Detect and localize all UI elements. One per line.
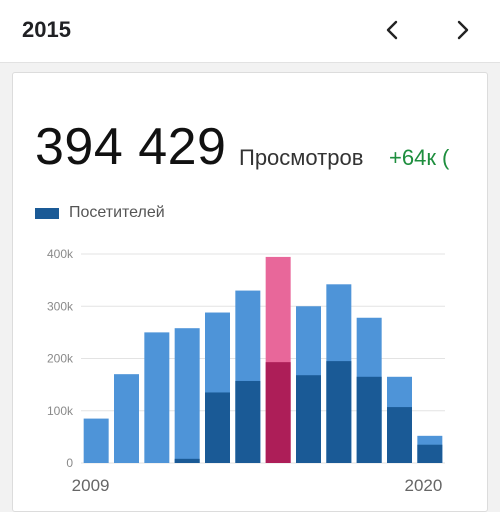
views-bar <box>144 332 170 463</box>
stats-card: 394 429 Просмотров +64к ( Посетителей 0 1… <box>12 72 488 512</box>
x-tick-label: 2020 <box>405 476 443 495</box>
chevron-left-icon <box>386 20 398 40</box>
previous-year-button[interactable] <box>375 12 411 48</box>
visitors-bar <box>326 361 352 463</box>
views-label: Просмотров <box>239 145 364 170</box>
total-views-number: 394 429 <box>35 118 227 176</box>
year-title: 2015 <box>22 17 71 42</box>
views-bar <box>174 328 200 463</box>
visitors-bar <box>417 444 443 463</box>
y-tick-label: 300k <box>47 299 74 313</box>
x-tick-label: 2009 <box>72 476 110 495</box>
legend-label-visitors: Посетителей <box>69 204 165 221</box>
visitors-bar <box>205 392 230 463</box>
y-tick-label: 200k <box>47 352 74 366</box>
next-year-button[interactable] <box>444 12 480 48</box>
views-bar <box>114 374 139 463</box>
y-tick-label: 400k <box>47 247 74 261</box>
visitors-bar <box>296 375 321 463</box>
visitors-bar <box>265 362 291 463</box>
views-bar <box>83 418 109 463</box>
visitors-bar <box>235 380 261 463</box>
visitors-bar <box>356 376 382 463</box>
visitors-bar <box>174 458 200 463</box>
y-tick-label: 0 <box>66 456 73 470</box>
views-bar-chart: 0 100k 200k 300k 400k 2009 2020 <box>47 247 445 495</box>
views-delta: +64к ( <box>389 145 450 170</box>
y-tick-label: 100k <box>47 404 74 418</box>
chart-legend: Посетителей <box>35 204 165 222</box>
chevron-right-icon <box>457 20 469 40</box>
legend-swatch-visitors <box>35 207 59 219</box>
top-bar: 2015 <box>0 0 500 63</box>
visitors-bar <box>387 407 412 463</box>
